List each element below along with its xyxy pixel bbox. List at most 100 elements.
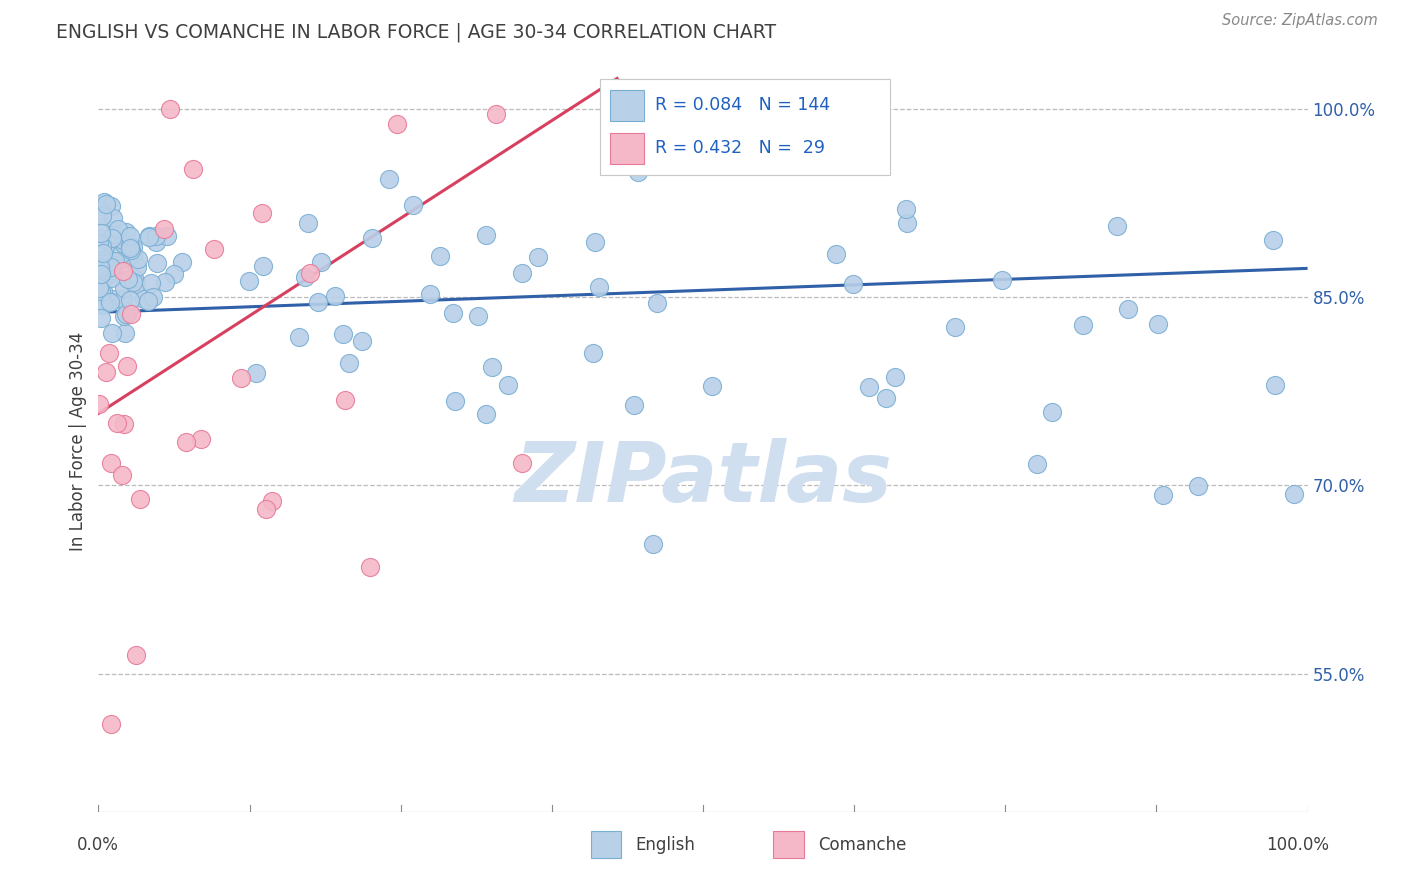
Point (245, 366, 267, 380)
Point (104, 253, 127, 268)
Point (89, 286, 111, 301)
Point (112, 281, 135, 295)
Point (138, 229, 160, 244)
Point (118, 239, 141, 253)
Point (138, 293, 160, 308)
Point (475, 227, 498, 242)
Point (875, 392, 897, 406)
Point (90, 248, 112, 262)
Point (103, 227, 125, 241)
Point (107, 221, 129, 235)
Point (124, 271, 146, 285)
Y-axis label: In Labor Force | Age 30-34: In Labor Force | Age 30-34 (69, 332, 87, 551)
Point (125, 648, 148, 663)
Point (100, 271, 122, 285)
Point (943, 319, 966, 334)
Point (94, 365, 117, 379)
Point (89, 285, 111, 300)
Point (100, 456, 122, 470)
Point (87, 281, 110, 295)
Point (90, 266, 112, 280)
Text: Comanche: Comanche (818, 836, 907, 854)
Point (1152, 488, 1174, 502)
Point (1282, 487, 1305, 501)
Point (359, 559, 381, 574)
Point (498, 378, 520, 392)
Point (87, 272, 110, 286)
Point (100, 246, 122, 260)
Text: ENGLISH VS COMANCHE IN LABOR FORCE | AGE 30-34 CORRELATION CHART: ENGLISH VS COMANCHE IN LABOR FORCE | AGE… (56, 22, 776, 42)
Point (89, 263, 111, 277)
Point (90, 284, 112, 298)
Point (94, 197, 117, 211)
Point (115, 359, 138, 373)
Point (307, 295, 329, 310)
Point (100, 263, 122, 277)
Point (121, 276, 143, 290)
Point (121, 248, 143, 262)
Point (114, 326, 136, 341)
Point (125, 277, 148, 291)
Point (260, 493, 283, 508)
Point (1147, 318, 1170, 332)
Point (87, 275, 110, 289)
Point (91, 295, 114, 310)
Point (332, 326, 354, 341)
Point (153, 275, 176, 289)
Point (98, 267, 121, 281)
Text: 100.0%: 100.0% (1265, 836, 1329, 854)
Text: Source: ZipAtlas.com: Source: ZipAtlas.com (1222, 13, 1378, 29)
Point (100, 199, 122, 213)
Point (114, 307, 136, 321)
Point (90, 253, 112, 268)
Point (181, 162, 204, 177)
Point (429, 250, 451, 264)
Point (387, 117, 409, 131)
Point (91, 209, 114, 223)
Point (90, 204, 112, 219)
Point (402, 198, 425, 212)
Point (117, 305, 139, 319)
Point (378, 171, 401, 186)
Point (121, 240, 143, 254)
Point (100, 717, 122, 731)
Point (117, 272, 139, 286)
Point (111, 252, 134, 266)
Point (97, 345, 120, 359)
Point (112, 292, 135, 306)
Point (250, 206, 273, 220)
Point (90, 226, 112, 240)
Point (645, 296, 668, 310)
Point (323, 289, 346, 303)
Point (91, 245, 114, 260)
Point (117, 249, 139, 263)
Text: R = 0.084   N = 144: R = 0.084 N = 144 (655, 95, 830, 113)
Text: 0.0%: 0.0% (77, 836, 120, 854)
Point (238, 274, 260, 288)
Point (441, 306, 464, 320)
Point (96, 293, 118, 307)
Point (105, 417, 128, 431)
Point (90, 236, 112, 251)
Point (1042, 405, 1064, 419)
Point (103, 211, 125, 226)
Point (89, 235, 111, 250)
Point (467, 309, 489, 323)
Point (89, 293, 111, 308)
Point (100, 260, 122, 275)
Point (112, 309, 135, 323)
Point (89, 270, 111, 285)
Point (103, 258, 125, 272)
Point (120, 228, 142, 243)
Point (111, 468, 134, 483)
Point (700, 378, 723, 392)
Point (1105, 219, 1128, 234)
Point (93, 194, 115, 209)
Point (1187, 479, 1209, 493)
Point (89, 260, 111, 275)
Point (145, 229, 167, 244)
Point (112, 417, 135, 431)
Point (311, 255, 333, 269)
FancyBboxPatch shape (600, 78, 890, 175)
Point (120, 293, 142, 307)
